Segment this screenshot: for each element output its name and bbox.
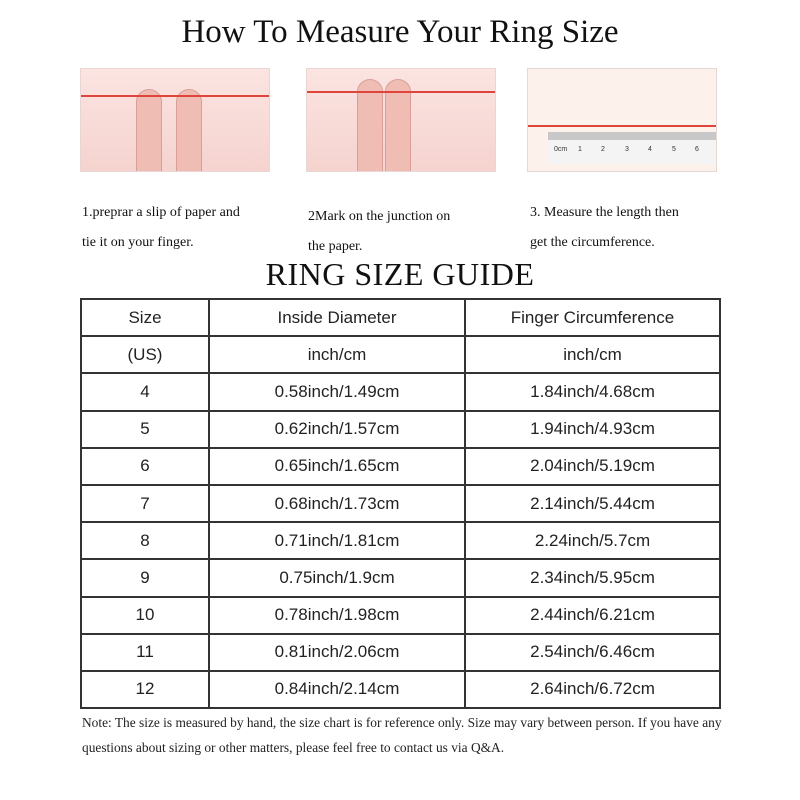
units-cell: inch/cm bbox=[208, 335, 466, 375]
table-row: 10 0.78inch/1.98cm 2.44inch/6.21cm bbox=[80, 595, 721, 635]
note-text: Note: The size is measured by hand, the … bbox=[82, 715, 722, 755]
units-cell: inch/cm bbox=[464, 335, 721, 375]
ruler-image: 0cm 1 2 3 4 5 6 bbox=[548, 132, 716, 164]
header-cell: Size bbox=[80, 297, 210, 338]
table-cell: 1.94inch/4.93cm bbox=[464, 409, 721, 449]
page-title: How To Measure Your Ring Size bbox=[181, 14, 619, 50]
table-cell: 0.71inch/1.81cm bbox=[208, 521, 466, 561]
units-cell: (US) bbox=[80, 335, 210, 375]
table-cell: 0.68inch/1.73cm bbox=[208, 483, 466, 524]
table-cell: 5 bbox=[80, 409, 210, 449]
table-units-row: (US) inch/cm inch/cm bbox=[80, 335, 721, 375]
table-cell: 8 bbox=[80, 521, 210, 561]
ruler-label: 6 bbox=[695, 146, 699, 153]
table-cell: 0.75inch/1.9cm bbox=[208, 558, 466, 598]
ruler-label: 3 bbox=[625, 146, 629, 153]
caption-line: 2Mark on the junction on bbox=[308, 209, 451, 224]
table-cell: 0.84inch/2.14cm bbox=[208, 669, 466, 710]
table-cell: 2.24inch/5.7cm bbox=[464, 521, 721, 561]
step-3-caption: 3. Measure the length then get the circu… bbox=[530, 198, 679, 258]
table-cell: 0.62inch/1.57cm bbox=[208, 409, 466, 449]
table-cell: 2.44inch/6.21cm bbox=[464, 595, 721, 635]
table-cell: 6 bbox=[80, 446, 210, 486]
table-row: 4 0.58inch/1.49cm 1.84inch/4.68cm bbox=[80, 372, 721, 412]
table-cell: 2.14inch/5.44cm bbox=[464, 483, 721, 524]
caption-line: 3. Measure the length then bbox=[530, 205, 679, 220]
paper-strip-line bbox=[528, 125, 716, 127]
table-header-row: Size Inside Diameter Finger Circumferenc… bbox=[80, 297, 721, 338]
table-cell: 0.65inch/1.65cm bbox=[208, 446, 466, 486]
finger-image bbox=[357, 79, 383, 171]
finger-image bbox=[136, 89, 162, 171]
ruler-label: 1 bbox=[578, 146, 582, 153]
table-row: 7 0.68inch/1.73cm 2.14inch/5.44cm bbox=[80, 483, 721, 524]
table-cell: 0.81inch/2.06cm bbox=[208, 632, 466, 672]
header-cell: Finger Circumference bbox=[464, 297, 721, 338]
ruler-label: 0cm bbox=[554, 146, 568, 153]
table-cell: 10 bbox=[80, 595, 210, 635]
table-cell: 4 bbox=[80, 372, 210, 412]
table-cell: 0.58inch/1.49cm bbox=[208, 372, 466, 412]
paper-strip-line bbox=[307, 91, 495, 93]
caption-line: 1.preprar a slip of paper and bbox=[82, 205, 240, 220]
ruler-label: 4 bbox=[648, 146, 652, 153]
step-2-photo bbox=[306, 68, 496, 172]
step-1-caption: 1.preprar a slip of paper and tie it on … bbox=[82, 198, 240, 258]
table-row: 11 0.81inch/2.06cm 2.54inch/6.46cm bbox=[80, 632, 721, 672]
header-cell: Inside Diameter bbox=[208, 297, 466, 338]
caption-line: the paper. bbox=[308, 239, 363, 254]
ring-size-table: Size Inside Diameter Finger Circumferenc… bbox=[80, 297, 721, 710]
table-cell: 7 bbox=[80, 483, 210, 524]
table-cell: 1.84inch/4.68cm bbox=[464, 372, 721, 412]
guide-title: RING SIZE GUIDE bbox=[265, 256, 535, 292]
ruler-label: 2 bbox=[601, 146, 605, 153]
caption-line: get the circumference. bbox=[530, 235, 655, 250]
table-row: 6 0.65inch/1.65cm 2.04inch/5.19cm bbox=[80, 446, 721, 486]
table-cell: 11 bbox=[80, 632, 210, 672]
finger-image bbox=[176, 89, 202, 171]
ruler-label: 5 bbox=[672, 146, 676, 153]
step-1-photo bbox=[80, 68, 270, 172]
step-3-photo: 0cm 1 2 3 4 5 6 bbox=[527, 68, 717, 172]
table-cell: 2.54inch/6.46cm bbox=[464, 632, 721, 672]
caption-line: tie it on your finger. bbox=[82, 235, 194, 250]
table-row: 8 0.71inch/1.81cm 2.24inch/5.7cm bbox=[80, 521, 721, 561]
paper-strip-line bbox=[81, 95, 269, 97]
finger-image bbox=[385, 79, 411, 171]
table-cell: 0.78inch/1.98cm bbox=[208, 595, 466, 635]
table-cell: 12 bbox=[80, 669, 210, 710]
table-cell: 2.64inch/6.72cm bbox=[464, 669, 721, 710]
table-row: 9 0.75inch/1.9cm 2.34inch/5.95cm bbox=[80, 558, 721, 598]
table-cell: 2.04inch/5.19cm bbox=[464, 446, 721, 486]
table-cell: 2.34inch/5.95cm bbox=[464, 558, 721, 598]
table-cell: 9 bbox=[80, 558, 210, 598]
table-row: 5 0.62inch/1.57cm 1.94inch/4.93cm bbox=[80, 409, 721, 449]
step-2-caption: 2Mark on the junction on the paper. bbox=[308, 202, 450, 262]
table-row: 12 0.84inch/2.14cm 2.64inch/6.72cm bbox=[80, 669, 721, 710]
